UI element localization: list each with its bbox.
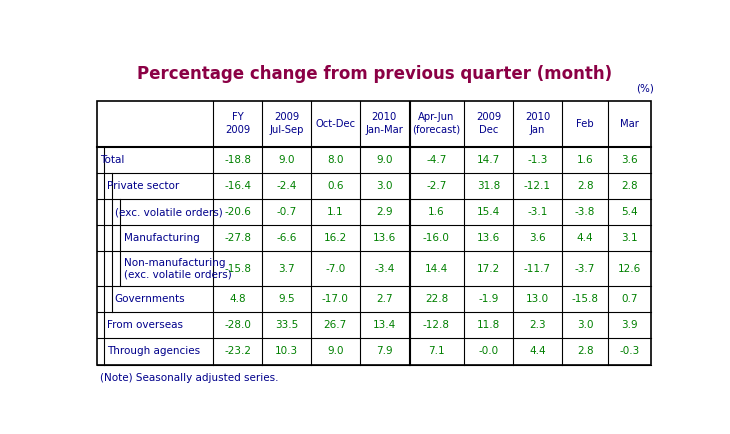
Text: 2.3: 2.3 [529, 320, 546, 330]
Text: 0.7: 0.7 [622, 294, 638, 304]
Text: -27.8: -27.8 [224, 233, 251, 243]
Text: 13.6: 13.6 [477, 233, 500, 243]
Text: -3.1: -3.1 [527, 207, 548, 217]
Text: -4.7: -4.7 [426, 155, 447, 165]
Text: 2.8: 2.8 [577, 181, 593, 191]
Text: -3.4: -3.4 [374, 264, 394, 274]
Text: -1.3: -1.3 [527, 155, 548, 165]
Text: 2.9: 2.9 [376, 207, 393, 217]
Text: -28.0: -28.0 [224, 320, 251, 330]
Text: 1.6: 1.6 [428, 207, 445, 217]
Text: 31.8: 31.8 [477, 181, 500, 191]
Text: 15.4: 15.4 [477, 207, 500, 217]
Text: 26.7: 26.7 [323, 320, 347, 330]
Text: Governments: Governments [115, 294, 185, 304]
Text: -23.2: -23.2 [224, 346, 251, 356]
Text: -0.3: -0.3 [620, 346, 640, 356]
Text: Apr-Jun
(forecast): Apr-Jun (forecast) [412, 112, 461, 135]
Text: -15.8: -15.8 [224, 264, 251, 274]
Text: 14.7: 14.7 [477, 155, 500, 165]
Text: Feb: Feb [577, 118, 594, 128]
Text: Total: Total [100, 155, 124, 165]
Text: 3.6: 3.6 [621, 155, 638, 165]
Text: Non-manufacturing
(exc. volatile orders): Non-manufacturing (exc. volatile orders) [123, 258, 231, 279]
Text: 2009
Jul-Sep: 2009 Jul-Sep [269, 112, 304, 135]
Text: 5.4: 5.4 [621, 207, 638, 217]
Text: 16.2: 16.2 [323, 233, 347, 243]
Text: -15.8: -15.8 [572, 294, 599, 304]
Text: -20.6: -20.6 [224, 207, 251, 217]
Text: -16.4: -16.4 [224, 181, 251, 191]
Text: (Note) Seasonally adjusted series.: (Note) Seasonally adjusted series. [100, 373, 278, 383]
Text: From overseas: From overseas [107, 320, 183, 330]
Text: -2.7: -2.7 [426, 181, 447, 191]
Text: FY
2009: FY 2009 [225, 112, 250, 135]
Text: 3.1: 3.1 [621, 233, 638, 243]
Text: -0.7: -0.7 [277, 207, 296, 217]
Text: -6.6: -6.6 [276, 233, 296, 243]
Text: 2010
Jan: 2010 Jan [525, 112, 550, 135]
Text: 7.9: 7.9 [376, 346, 393, 356]
Text: 9.0: 9.0 [376, 155, 393, 165]
Text: -11.7: -11.7 [524, 264, 551, 274]
Text: 4.4: 4.4 [529, 346, 546, 356]
Text: Oct-Dec: Oct-Dec [315, 118, 356, 128]
Text: -0.0: -0.0 [479, 346, 499, 356]
Text: 8.0: 8.0 [327, 155, 344, 165]
Text: 12.6: 12.6 [618, 264, 642, 274]
Text: 9.0: 9.0 [327, 346, 344, 356]
Text: 3.9: 3.9 [621, 320, 638, 330]
Text: 13.0: 13.0 [526, 294, 549, 304]
Text: 13.4: 13.4 [372, 320, 396, 330]
Text: 17.2: 17.2 [477, 264, 500, 274]
Text: Percentage change from previous quarter (month): Percentage change from previous quarter … [137, 65, 612, 83]
Text: -18.8: -18.8 [224, 155, 251, 165]
Text: 4.4: 4.4 [577, 233, 593, 243]
Text: 2009
Dec: 2009 Dec [476, 112, 502, 135]
Text: 9.0: 9.0 [278, 155, 295, 165]
Text: -17.0: -17.0 [322, 294, 349, 304]
Text: -3.8: -3.8 [575, 207, 596, 217]
Text: 14.4: 14.4 [425, 264, 448, 274]
Text: 0.6: 0.6 [327, 181, 344, 191]
Text: 2.7: 2.7 [376, 294, 393, 304]
Text: Through agencies: Through agencies [107, 346, 200, 356]
Text: 11.8: 11.8 [477, 320, 500, 330]
Text: 10.3: 10.3 [275, 346, 298, 356]
Text: -2.4: -2.4 [276, 181, 296, 191]
Text: 7.1: 7.1 [428, 346, 445, 356]
Text: 3.7: 3.7 [278, 264, 295, 274]
Text: Mar: Mar [620, 118, 639, 128]
Text: 1.6: 1.6 [577, 155, 593, 165]
Text: 2.8: 2.8 [577, 346, 593, 356]
Text: -1.9: -1.9 [478, 294, 499, 304]
Text: 3.0: 3.0 [577, 320, 593, 330]
Text: -16.0: -16.0 [423, 233, 450, 243]
Text: (exc. volatile orders): (exc. volatile orders) [115, 207, 223, 217]
Text: 3.0: 3.0 [376, 181, 393, 191]
Text: 4.8: 4.8 [229, 294, 246, 304]
Text: -12.1: -12.1 [524, 181, 551, 191]
Text: (%): (%) [637, 84, 654, 94]
Text: -7.0: -7.0 [326, 264, 345, 274]
Text: 2010
Jan-Mar: 2010 Jan-Mar [365, 112, 403, 135]
Text: 13.6: 13.6 [372, 233, 396, 243]
Text: Manufacturing: Manufacturing [123, 233, 199, 243]
Text: 3.6: 3.6 [529, 233, 546, 243]
Text: -3.7: -3.7 [575, 264, 596, 274]
Text: 2.8: 2.8 [621, 181, 638, 191]
Text: 22.8: 22.8 [425, 294, 448, 304]
Text: 1.1: 1.1 [327, 207, 344, 217]
Text: 33.5: 33.5 [275, 320, 298, 330]
Text: 9.5: 9.5 [278, 294, 295, 304]
Text: Private sector: Private sector [107, 181, 179, 191]
Text: -12.8: -12.8 [423, 320, 450, 330]
